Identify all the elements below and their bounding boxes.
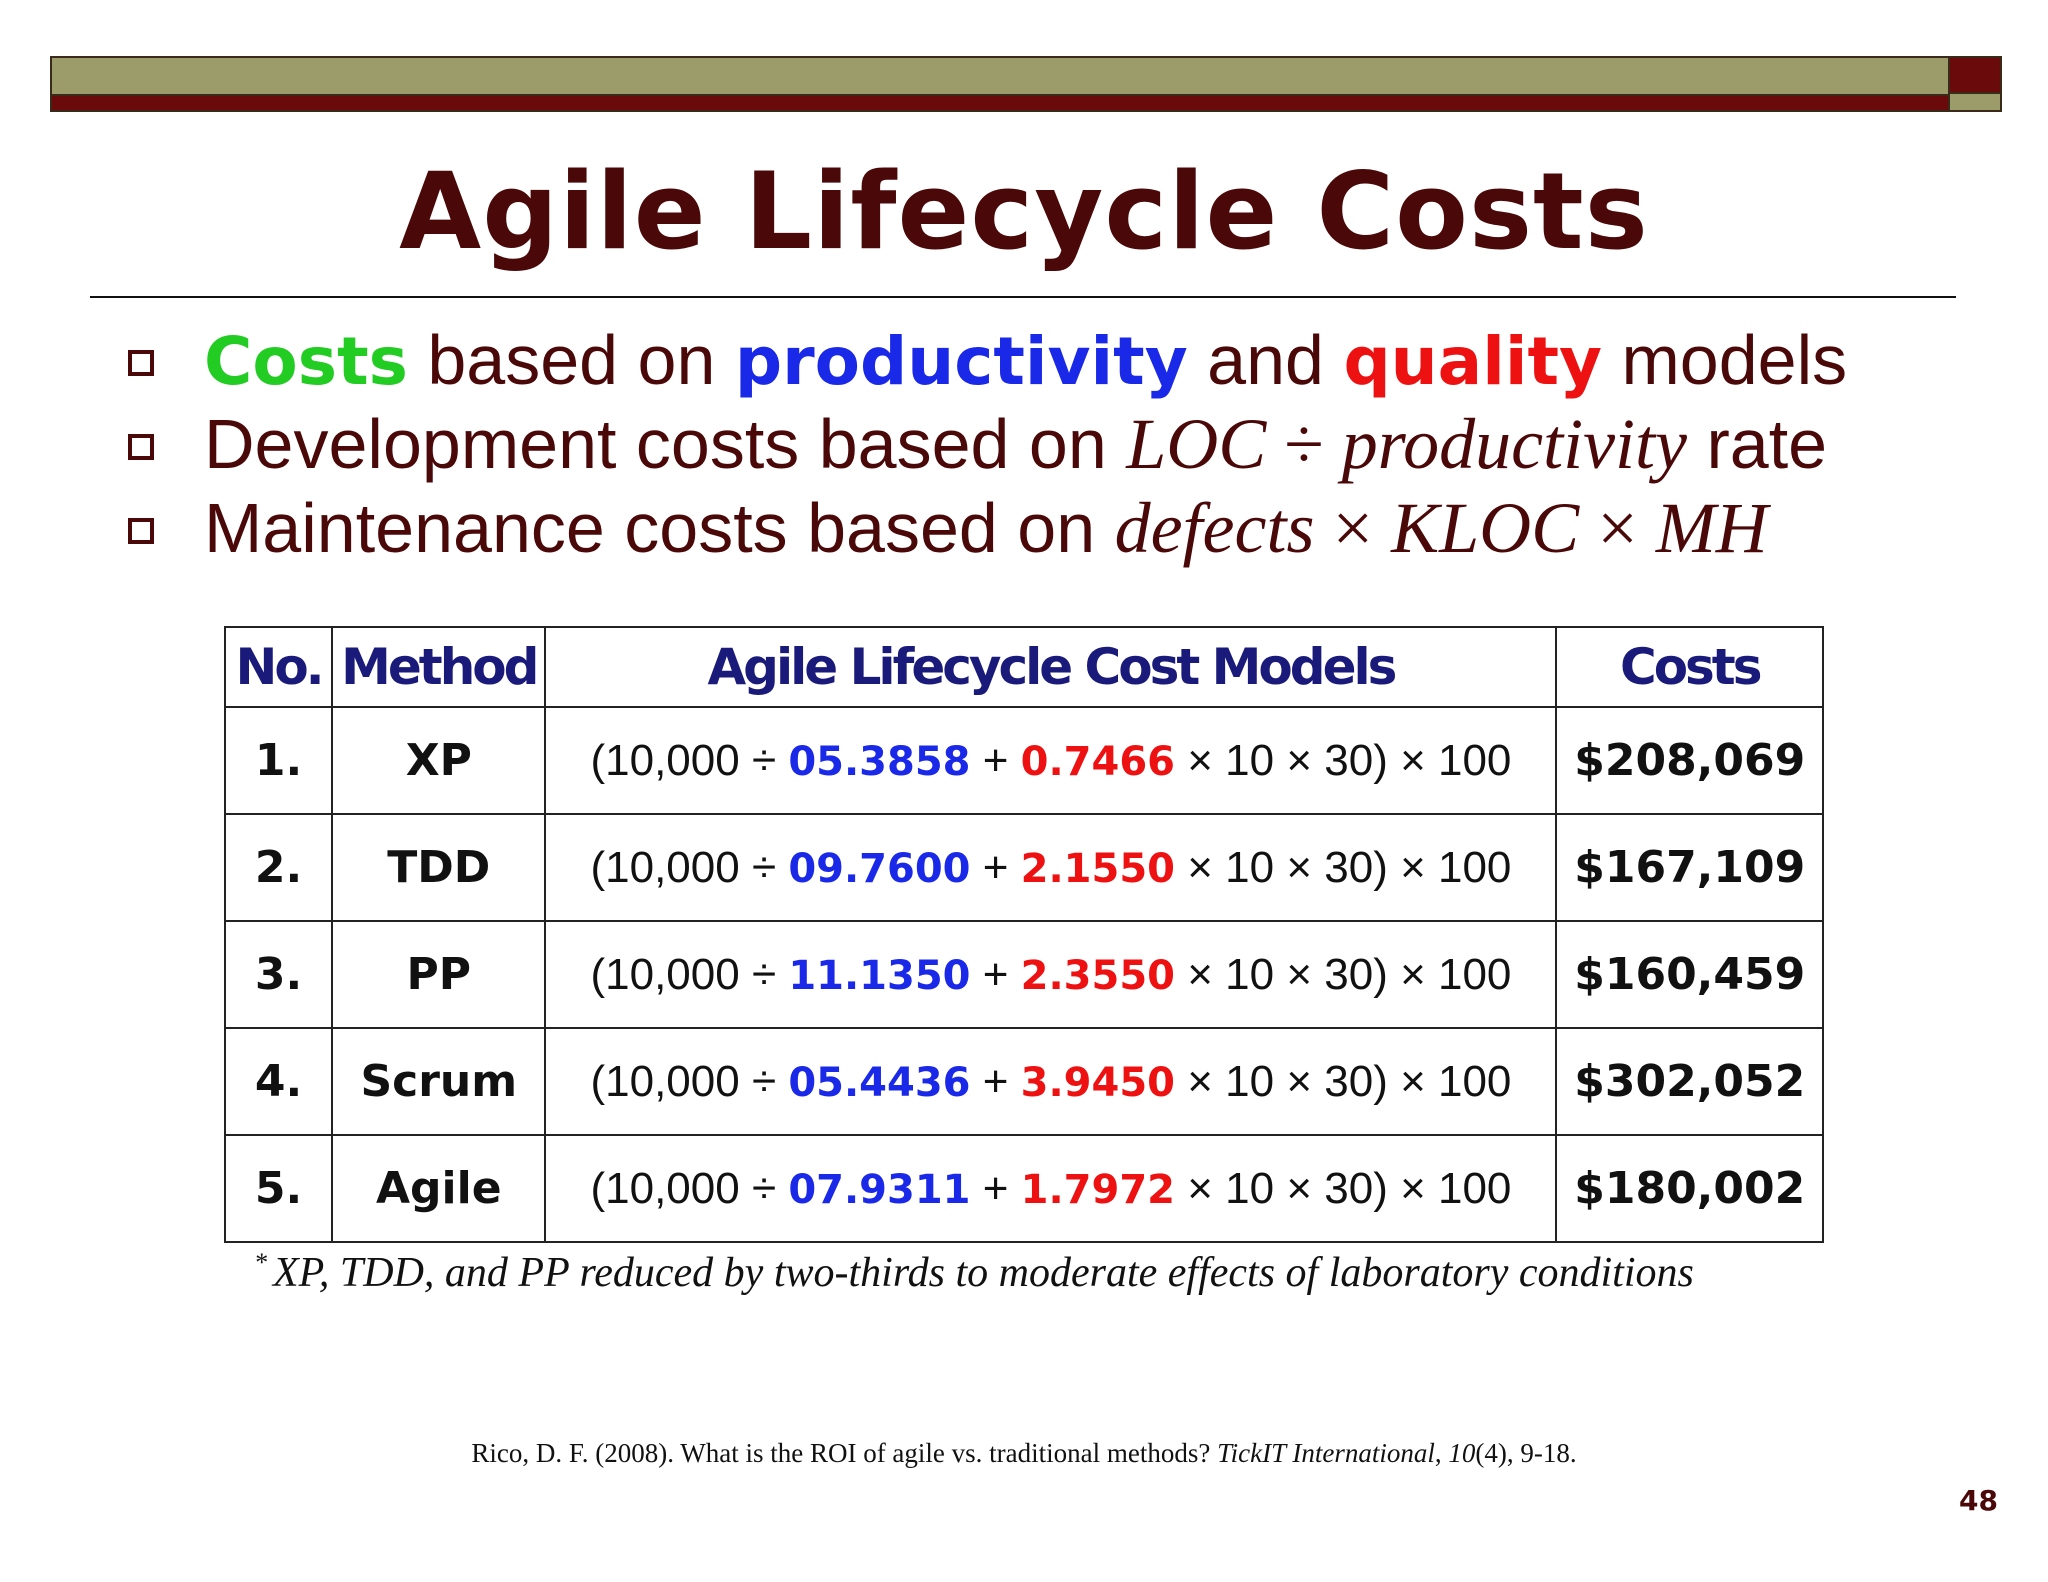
row-cost: $302,052 — [1555, 1027, 1824, 1136]
quality-value: 2.3550 — [1020, 952, 1176, 999]
math-kloc: KLOC — [1391, 488, 1580, 568]
table-header-row: No. Method Agile Lifecycle Cost Models C… — [223, 626, 1824, 708]
title-divider — [90, 296, 1956, 298]
row-cost: $167,109 — [1555, 813, 1824, 922]
square-bullet-icon — [128, 434, 154, 460]
top-bar-olive-band — [52, 58, 1948, 96]
row-method: TDD — [331, 813, 547, 922]
keyword-costs: Costs — [204, 323, 408, 400]
top-decorative-bar — [50, 56, 2002, 112]
formula-plus: + — [970, 1056, 1021, 1106]
bullet-text: models — [1602, 321, 1848, 399]
productivity-value: 07.9311 — [788, 1166, 971, 1213]
formula-prefix: (10,000 ÷ — [590, 1056, 789, 1106]
citation-journal: TickIT International — [1217, 1438, 1435, 1468]
keyword-productivity: productivity — [734, 323, 1188, 400]
page-number: 48 — [1959, 1484, 1998, 1517]
square-bullet-icon — [128, 350, 154, 376]
math-mh: MH — [1655, 488, 1768, 568]
header-models: Agile Lifecycle Cost Models — [544, 626, 1558, 708]
row-cost: $160,459 — [1555, 920, 1824, 1029]
row-number: 2. — [223, 813, 334, 922]
formula-prefix: (10,000 ÷ — [590, 735, 789, 785]
footnote-mark: * — [254, 1248, 267, 1277]
productivity-value: 09.7600 — [788, 845, 971, 892]
formula-prefix: (10,000 ÷ — [590, 842, 789, 892]
cost-models-table: No. Method Agile Lifecycle Cost Models C… — [223, 626, 1824, 1243]
row-formula: (10,000 ÷ 05.4436 + 3.9450 × 10 × 30) × … — [544, 1027, 1558, 1136]
top-bar-corner-square — [1948, 58, 2000, 94]
bullet-item: Development costs based on LOC ÷ product… — [124, 402, 2004, 486]
row-method: Agile — [331, 1134, 547, 1243]
row-formula: (10,000 ÷ 05.3858 + 0.7466 × 10 × 30) × … — [544, 706, 1558, 815]
table-row: 4. Scrum (10,000 ÷ 05.4436 + 3.9450 × 10… — [223, 1027, 1824, 1136]
row-method: XP — [331, 706, 547, 815]
formula-plus: + — [970, 735, 1021, 785]
bullet-text: and — [1187, 321, 1344, 399]
formula-suffix: × 10 × 30) × 100 — [1175, 1163, 1512, 1213]
row-formula: (10,000 ÷ 09.7600 + 2.1550 × 10 × 30) × … — [544, 813, 1558, 922]
table-row: 5. Agile (10,000 ÷ 07.9311 + 1.7972 × 10… — [223, 1134, 1824, 1243]
header-method: Method — [331, 626, 547, 708]
citation-comma: , — [1434, 1438, 1449, 1468]
header-costs: Costs — [1555, 626, 1824, 708]
bullet-list: Costs based on productivity and quality … — [124, 318, 2004, 570]
quality-value: 3.9450 — [1020, 1059, 1176, 1106]
quality-value: 0.7466 — [1020, 738, 1176, 785]
bullet-text: Maintenance costs based on — [204, 489, 1115, 567]
slide-title: Agile Lifecycle Costs — [399, 150, 1649, 273]
math-loc: LOC — [1126, 404, 1267, 484]
row-number: 1. — [223, 706, 334, 815]
productivity-value: 05.4436 — [788, 1059, 971, 1106]
formula-plus: + — [970, 1163, 1021, 1213]
formula-plus: + — [970, 842, 1021, 892]
quality-value: 2.1550 — [1020, 845, 1176, 892]
citation-tail: (4), 9-18. — [1475, 1438, 1577, 1468]
bullet-text: rate — [1687, 405, 1828, 483]
quality-value: 1.7972 — [1020, 1166, 1176, 1213]
citation-prefix: Rico, D. F. (2008). What is the ROI of a… — [471, 1438, 1218, 1468]
formula-plus: + — [970, 949, 1021, 999]
table-row: 2. TDD (10,000 ÷ 09.7600 + 2.1550 × 10 ×… — [223, 813, 1824, 922]
row-formula: (10,000 ÷ 11.1350 + 2.3550 × 10 × 30) × … — [544, 920, 1558, 1029]
row-cost: $180,002 — [1555, 1134, 1824, 1243]
bullet-item: Costs based on productivity and quality … — [124, 318, 2004, 402]
table-row: 3. PP (10,000 ÷ 11.1350 + 2.3550 × 10 × … — [223, 920, 1824, 1029]
math-divide: ÷ — [1266, 404, 1342, 484]
productivity-value: 05.3858 — [788, 738, 971, 785]
math-times: × — [1314, 488, 1392, 568]
row-formula: (10,000 ÷ 07.9311 + 1.7972 × 10 × 30) × … — [544, 1134, 1558, 1243]
formula-suffix: × 10 × 30) × 100 — [1175, 842, 1512, 892]
row-number: 4. — [223, 1027, 334, 1136]
citation: Rico, D. F. (2008). What is the ROI of a… — [0, 1438, 2048, 1469]
bullet-item: Maintenance costs based on defects × KLO… — [124, 486, 2004, 570]
row-method: PP — [331, 920, 547, 1029]
top-bar-corner-square-lower — [1948, 94, 2000, 110]
formula-suffix: × 10 × 30) × 100 — [1175, 1056, 1512, 1106]
math-productivity: productivity — [1341, 404, 1688, 484]
header-no: No. — [223, 626, 334, 708]
formula-suffix: × 10 × 30) × 100 — [1175, 735, 1512, 785]
footnote-text: XP, TDD, and PP reduced by two-thirds to… — [273, 1250, 1694, 1296]
bullet-text: based on — [407, 321, 735, 399]
table-row: 1. XP (10,000 ÷ 05.3858 + 0.7466 × 10 × … — [223, 706, 1824, 815]
row-number: 5. — [223, 1134, 334, 1243]
keyword-quality: quality — [1343, 323, 1603, 400]
square-bullet-icon — [128, 518, 154, 544]
table-footnote: * XP, TDD, and PP reduced by two-thirds t… — [254, 1248, 1854, 1297]
formula-prefix: (10,000 ÷ — [590, 1163, 789, 1213]
math-times: × — [1579, 488, 1656, 568]
row-number: 3. — [223, 920, 334, 1029]
formula-suffix: × 10 × 30) × 100 — [1175, 949, 1512, 999]
citation-volume: 10 — [1448, 1438, 1476, 1468]
row-cost: $208,069 — [1555, 706, 1824, 815]
productivity-value: 11.1350 — [788, 952, 971, 999]
bullet-text: Development costs based on — [204, 405, 1127, 483]
formula-prefix: (10,000 ÷ — [590, 949, 789, 999]
row-method: Scrum — [331, 1027, 547, 1136]
math-defects: defects — [1114, 488, 1315, 568]
